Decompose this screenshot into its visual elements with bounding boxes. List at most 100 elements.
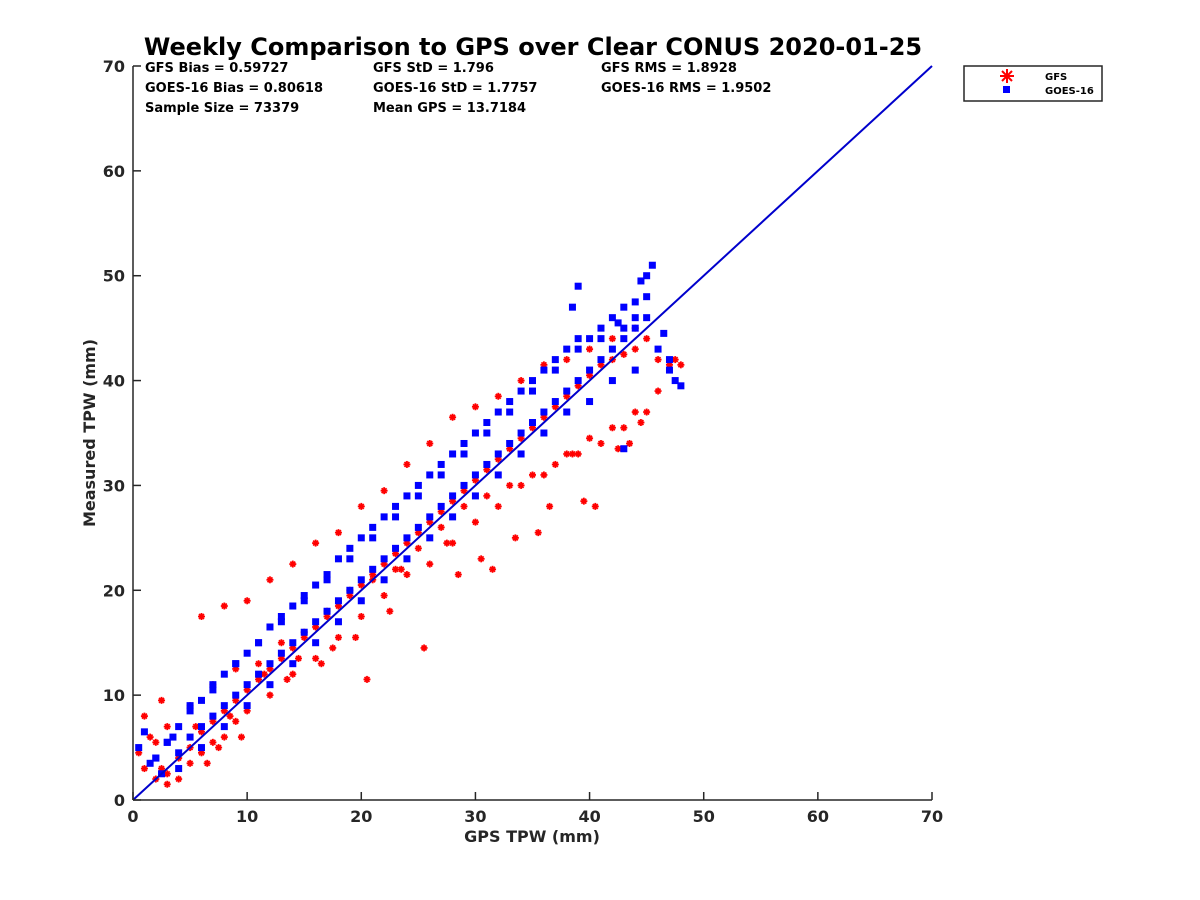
goes-16-point [403,492,411,500]
gfs-point [312,623,320,631]
gfs-point [232,717,240,725]
gfs-point [203,759,211,767]
goes-16-point [529,387,536,395]
gfs-point [220,602,228,610]
goes-16-point [323,571,331,579]
goes-16-point [243,649,251,657]
gfs-point [197,613,205,620]
goes-16-point [266,660,274,668]
gfs-point [334,633,342,641]
goes-16-point [289,639,297,647]
gfs-point [580,497,588,505]
goes-16-point [643,314,651,322]
goes-16-point [277,649,285,657]
goes-16-point [597,335,605,343]
goes-16-point [312,581,320,589]
gfs-point [654,387,662,395]
stat-gfs-bias: GFS Bias = 0.59727 [145,61,288,76]
stat-goes-std: GOES-16 StD = 1.7757 [373,81,537,96]
gfs-point [506,481,514,489]
gfs-point [289,670,297,678]
x-tick-label: 40 [578,807,600,826]
x-tick-label: 70 [921,807,943,826]
gfs-point [454,571,462,579]
goes-16-point [220,670,228,678]
gfs-point [380,592,388,600]
gfs-point [414,544,422,552]
stats-block: GFS Bias = 0.59727 GFS StD = 1.796 GFS R… [145,61,771,116]
goes-16-point [175,765,183,773]
gfs-point [392,565,400,573]
goes-16-point [414,481,422,489]
gfs-point [380,487,388,495]
x-tick-label: 20 [350,807,372,826]
x-tick-label: 50 [693,807,715,826]
goes-16-point [220,702,228,710]
goes-16-point [574,335,582,343]
x-tick-label: 10 [236,807,258,826]
goes-16-point [357,576,365,584]
gfs-point [266,691,274,699]
gfs-point [546,502,554,510]
gfs-point [357,502,365,510]
goes-16-point [517,450,525,458]
goes-16-point [146,759,154,767]
goes-16-point [517,429,525,437]
y-tick-label: 50 [103,267,125,286]
goes-16-point [357,534,365,542]
goes-16-point [346,586,354,594]
gfs-point [403,571,411,579]
goes-16-point [334,618,342,626]
gfs-point [643,408,651,416]
y-tick-label: 0 [114,791,125,810]
gfs-point [192,723,200,731]
x-tick-label: 0 [127,807,138,826]
gfs-point [295,654,303,662]
gfs-point [534,529,542,537]
goes-16-point [277,613,285,620]
goes-16-point [506,408,514,416]
gfs-point [529,471,536,479]
gfs-point [631,408,639,416]
goes-16-point [300,592,308,600]
stat-mean-gps: Mean GPS = 13.7184 [373,101,526,116]
goes-16-point [460,450,468,458]
goes-16-point [369,534,377,542]
goes-16-point [540,429,548,437]
goes-16-point [608,377,616,385]
goes-16-point [586,366,594,374]
ticks-layer: 0 10 20 30 40 50 60 70 0 10 20 30 40 50 60 70 [103,57,943,826]
gfs-point [197,728,205,736]
gfs-point [586,434,594,442]
gfs-point [443,539,451,547]
goes-16-point [277,618,285,626]
gfs-point [220,733,228,741]
gfs-point [266,576,274,584]
gfs-point [312,539,320,547]
gfs-point [517,434,525,442]
gfs-point [357,613,365,620]
goes-16-point [574,377,582,385]
goes-16-point [186,702,194,710]
gfs-point [654,356,662,364]
gfs-point [363,675,371,683]
goes-16-point [506,398,514,406]
goes-16-point [334,555,342,563]
goes-16-point [426,513,434,521]
goes-16-point [665,366,673,374]
goes-16-point [220,723,228,731]
goes-16-point [551,398,559,406]
stat-sample-size: Sample Size = 73379 [145,101,299,116]
gfs-point [323,613,331,620]
gfs-point [420,644,428,652]
gfs-point [631,345,639,353]
gfs-point [317,660,325,668]
gfs-point [591,502,599,510]
goes-16-point [460,439,468,447]
goes-16-point [597,324,605,332]
gfs-point [140,712,148,720]
gfs-point [494,392,502,400]
goes-16-point [620,445,628,453]
goes-16-point [551,356,559,364]
